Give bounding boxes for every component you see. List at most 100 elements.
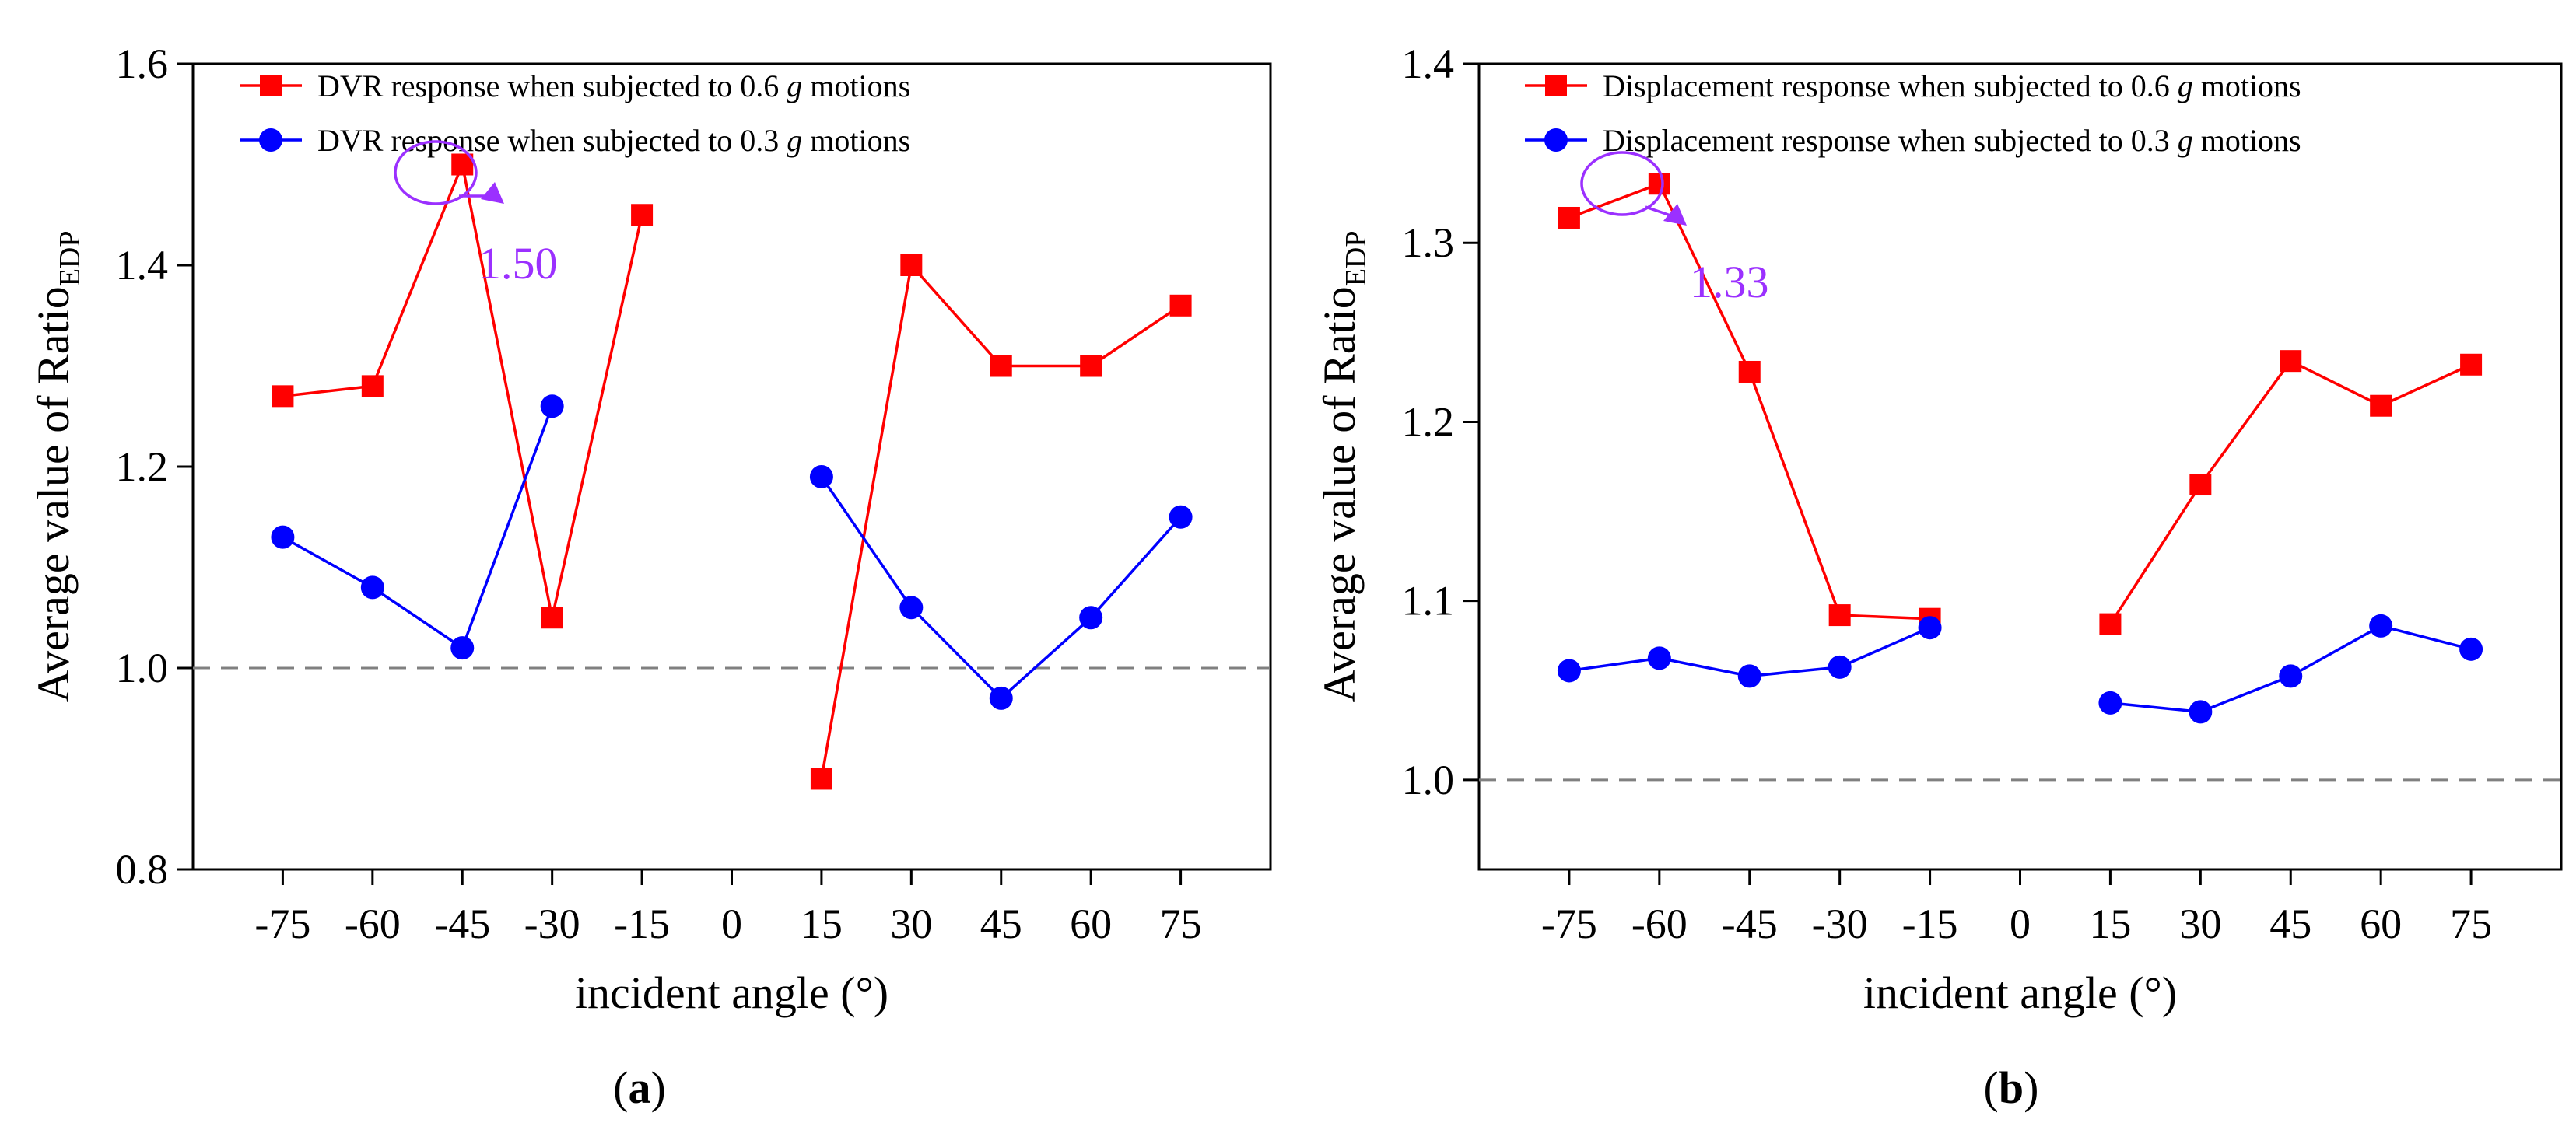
series-line-segment bbox=[1089, 516, 1182, 619]
panel-caption: (b) bbox=[1984, 1062, 2039, 1113]
data-point-circle bbox=[899, 596, 924, 620]
legend-marker-circle bbox=[1544, 128, 1568, 152]
plot-frame bbox=[191, 62, 1272, 871]
x-tick-label: 15 bbox=[801, 901, 843, 947]
series-line-segment bbox=[1000, 616, 1092, 700]
series-line-segment bbox=[1749, 666, 1840, 678]
x-tick-label: 15 bbox=[2089, 901, 2131, 947]
y-tick-label: 1.2 bbox=[1402, 398, 1455, 445]
data-point-square bbox=[2370, 394, 2392, 417]
data-point-circle bbox=[1647, 646, 1671, 670]
annotation-arrow-head bbox=[1663, 204, 1687, 226]
data-point-square bbox=[900, 254, 923, 276]
series-line-segment bbox=[2110, 701, 2201, 714]
legend-label-suffix: motions bbox=[802, 68, 910, 103]
series-line-segment bbox=[2380, 624, 2472, 651]
series-0.3g bbox=[1557, 614, 2483, 724]
chart-panel-b: 1.0 1.1 1.2 1.3 1.4 -75 -60 -45 -30 -15 0 15 30 45 60 7… bbox=[1314, 40, 2563, 1113]
y-axis-label-subscript: EDP bbox=[54, 231, 86, 287]
annotation-arrow-head bbox=[481, 182, 504, 204]
legend-label-g: g bbox=[2178, 68, 2193, 103]
series-line-segment bbox=[461, 164, 554, 618]
caption-letter: b bbox=[1999, 1062, 2024, 1113]
data-point-square bbox=[990, 355, 1012, 377]
data-point-circle bbox=[989, 686, 1013, 710]
data-point-circle bbox=[1918, 616, 1942, 640]
series-line-segment bbox=[282, 536, 373, 589]
legend-label-g: g bbox=[787, 123, 802, 158]
series-line-segment bbox=[1839, 614, 1930, 621]
series-line-segment bbox=[1659, 656, 1751, 678]
series-0.3g bbox=[271, 394, 1193, 710]
y-tick-label: 1.6 bbox=[116, 40, 169, 87]
data-point-square bbox=[1648, 173, 1670, 195]
legend-entry-0.3g: DVR response when subjected to 0.3 g mot… bbox=[240, 123, 910, 158]
x-tick-label: -15 bbox=[614, 901, 670, 947]
data-point-square bbox=[2460, 353, 2483, 376]
x-tick-label: -30 bbox=[1812, 901, 1868, 947]
x-tick-label: 45 bbox=[2269, 901, 2311, 947]
legend-label-suffix: motions bbox=[2193, 123, 2301, 158]
legend-label-suffix: motions bbox=[802, 123, 910, 158]
data-point-circle bbox=[809, 464, 833, 488]
series-0.6g bbox=[1558, 173, 2483, 635]
x-tick-label: 30 bbox=[890, 901, 932, 947]
series-0.6g bbox=[272, 153, 1192, 790]
data-point-circle bbox=[1169, 505, 1193, 529]
x-tick-label: 30 bbox=[2179, 901, 2221, 947]
data-point-circle bbox=[2189, 700, 2213, 724]
series-line-segment bbox=[1090, 304, 1182, 367]
series-line-segment bbox=[282, 384, 373, 398]
y-axis-label-main: Average value of Ratio bbox=[1314, 286, 1365, 702]
data-point-square bbox=[1558, 206, 1580, 229]
x-tick-label: 75 bbox=[2450, 901, 2492, 947]
caption-close: ) bbox=[2024, 1062, 2038, 1113]
y-tick-label: 1.1 bbox=[1402, 578, 1455, 624]
x-tick-label: 60 bbox=[1070, 901, 1112, 947]
data-point-square bbox=[541, 607, 563, 629]
y-tick-label: 1.2 bbox=[116, 443, 169, 490]
series-line-segment bbox=[820, 475, 913, 609]
x-tick-label: -75 bbox=[254, 901, 310, 947]
legend-label: Displacement response when subjected to … bbox=[1603, 68, 2301, 103]
data-point-circle bbox=[1079, 606, 1103, 630]
data-point-circle bbox=[2279, 664, 2303, 688]
series-line-segment bbox=[2290, 624, 2382, 677]
y-tick-label: 1.4 bbox=[116, 242, 169, 289]
y-tick-label: 0.8 bbox=[116, 846, 169, 893]
x-tick-label: -60 bbox=[1631, 901, 1688, 947]
series-line-segment bbox=[2199, 360, 2292, 486]
data-point-square bbox=[2189, 474, 2212, 496]
legend-label: DVR response when subjected to 0.3 g mot… bbox=[317, 123, 910, 158]
data-point-square bbox=[1738, 360, 1761, 383]
caption-letter: a bbox=[629, 1062, 651, 1113]
series-line-segment bbox=[2380, 363, 2472, 408]
legend-label-prefix: DVR response when subjected to 0.6 bbox=[317, 68, 787, 103]
series-line-segment bbox=[2108, 484, 2202, 625]
data-point-square bbox=[272, 385, 294, 408]
annotation-value: 1.50 bbox=[478, 238, 558, 289]
series-line-segment bbox=[371, 586, 464, 649]
series-line-segment bbox=[371, 163, 464, 387]
legend-label: Displacement response when subjected to … bbox=[1603, 123, 2301, 158]
data-point-circle bbox=[360, 575, 384, 600]
x-tick-label: -60 bbox=[345, 901, 401, 947]
series-line-segment bbox=[550, 214, 643, 618]
y-tick-label: 1.3 bbox=[1402, 219, 1455, 266]
series-line-segment bbox=[1568, 182, 1660, 219]
legend-label-g: g bbox=[2178, 123, 2193, 158]
legend-label-prefix: DVR response when subjected to 0.3 bbox=[317, 123, 787, 158]
data-point-square bbox=[2099, 613, 2122, 635]
series-line-segment bbox=[461, 405, 554, 649]
x-axis-label: incident angle (°) bbox=[1863, 967, 2177, 1018]
legend-marker-square bbox=[1545, 75, 1567, 96]
data-point-circle bbox=[271, 525, 295, 549]
legend-entry-0.6g: Displacement response when subjected to … bbox=[1525, 68, 2301, 103]
data-point-square bbox=[631, 204, 654, 226]
data-point-circle bbox=[1557, 659, 1581, 683]
data-point-circle bbox=[1737, 664, 1761, 688]
data-point-square bbox=[810, 768, 832, 790]
series-line-segment bbox=[820, 264, 913, 779]
y-tick-label: 1.0 bbox=[116, 645, 169, 691]
